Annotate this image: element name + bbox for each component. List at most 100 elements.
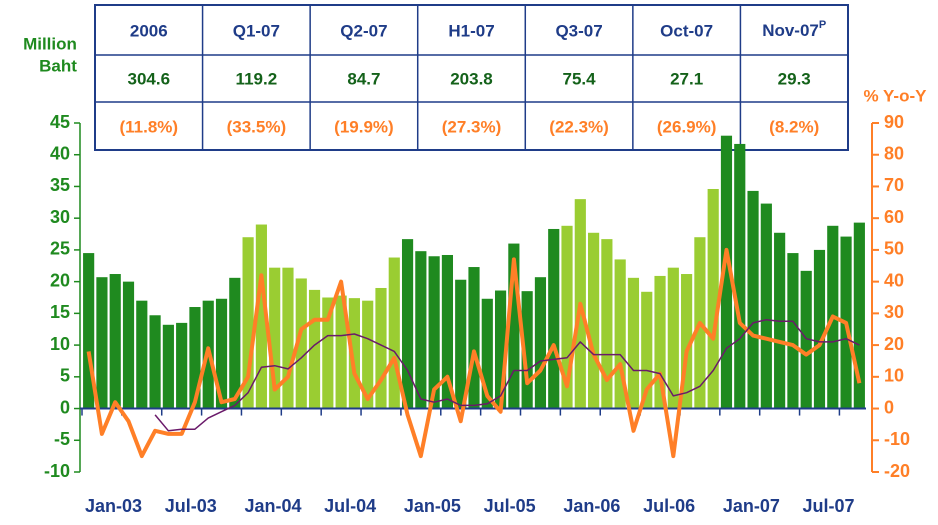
bar [348,298,360,409]
y-tick-label: -10 [44,461,70,481]
table-value: 29.3 [778,69,811,88]
bar [800,270,812,409]
bar [136,300,148,409]
bar [521,291,533,409]
bar [481,298,493,409]
table-change: (8.2%) [769,117,819,136]
bar [747,190,759,409]
bar [813,249,826,409]
y-tick-label: 10 [50,334,70,354]
y2-tick-label: 60 [884,207,904,227]
y2-axis-label: % Y-o-Y [864,86,928,105]
bar [388,257,400,409]
y-tick-label: 20 [50,270,70,290]
y-tick-label: 5 [60,366,70,386]
bar [707,188,719,409]
table-change: (33.5%) [227,117,287,136]
y-tick-label: 40 [50,143,70,163]
y2-tick-label: 30 [884,302,904,322]
bar [681,274,693,409]
bar [654,275,666,409]
y2-tick-label: 20 [884,334,904,354]
bar [308,289,321,409]
bar [295,278,307,409]
y2-tick-label: 70 [884,175,904,195]
table-header: Q2-07 [340,21,387,40]
bar [468,267,480,409]
y-tick-label: 15 [50,302,70,322]
bar [734,143,746,409]
y2-tick-label: 90 [884,112,904,132]
bar [787,253,799,409]
bar [322,297,334,409]
y-tick-label: 0 [60,397,70,417]
y-tick-label: 35 [50,175,70,195]
bar [83,253,95,409]
table-header: Nov-07P [762,19,826,41]
table-value: 203.8 [450,69,493,88]
bar [548,228,560,409]
table-header: 2006 [130,21,168,40]
bar [494,290,507,409]
bar [455,279,467,409]
bar [534,277,547,409]
y2-tick-label: 10 [884,366,904,386]
bar [189,307,201,409]
bar [149,315,161,409]
y2-tick-label: 50 [884,239,904,259]
bar [853,222,865,409]
bar [162,324,174,409]
bar [720,135,733,409]
bar [122,281,135,409]
header-superscript: P [819,19,826,31]
table-change: (11.8%) [119,117,178,136]
header-text: Nov-07 [762,21,819,40]
bar [229,277,241,409]
x-tick-label: Jul-06 [643,496,695,516]
table-header: H1-07 [448,21,494,40]
bar [667,267,679,409]
table-value: 84.7 [347,69,380,88]
bar [401,239,414,409]
bar [641,291,653,409]
bar [176,322,188,409]
bar [441,254,454,409]
y2-tick-label: -20 [884,461,910,481]
x-tick-label: Jul-07 [803,496,855,516]
table-header: Q1-07 [233,21,280,40]
x-tick-label: Jan-05 [404,496,461,516]
x-tick-label: Jul-03 [165,496,217,516]
x-tick-label: Jan-03 [85,496,142,516]
bar [335,295,347,409]
table-value: 75.4 [563,69,597,88]
bar [428,256,440,409]
bar [255,224,267,409]
bar [242,237,254,409]
table-value: 27.1 [670,69,703,88]
bar [215,298,228,409]
table-box [94,4,849,151]
bar [362,300,374,409]
line-series [154,318,860,432]
x-tick-label: Jul-05 [484,496,536,516]
x-tick-label: Jan-04 [244,496,301,516]
bar [508,243,520,409]
bar [415,251,427,409]
table-header: Q3-07 [555,21,602,40]
table-value: 304.6 [128,69,171,88]
bar [96,277,108,409]
y2-tick-label: 0 [884,397,894,417]
table-change: (27.3%) [442,117,502,136]
y-axis-label: Million [23,34,77,53]
x-tick-label: Jan-06 [563,496,620,516]
y2-tick-label: 40 [884,270,904,290]
y2-tick-label: 80 [884,143,904,163]
line-series [86,247,862,459]
bar [109,274,121,409]
y-tick-label: 30 [50,207,70,227]
bar [588,232,600,409]
table-change: (26.9%) [657,117,717,136]
y-axis-label: Baht [39,56,77,75]
table-change: (19.9%) [334,117,394,136]
x-tick-label: Jul-04 [324,496,376,516]
